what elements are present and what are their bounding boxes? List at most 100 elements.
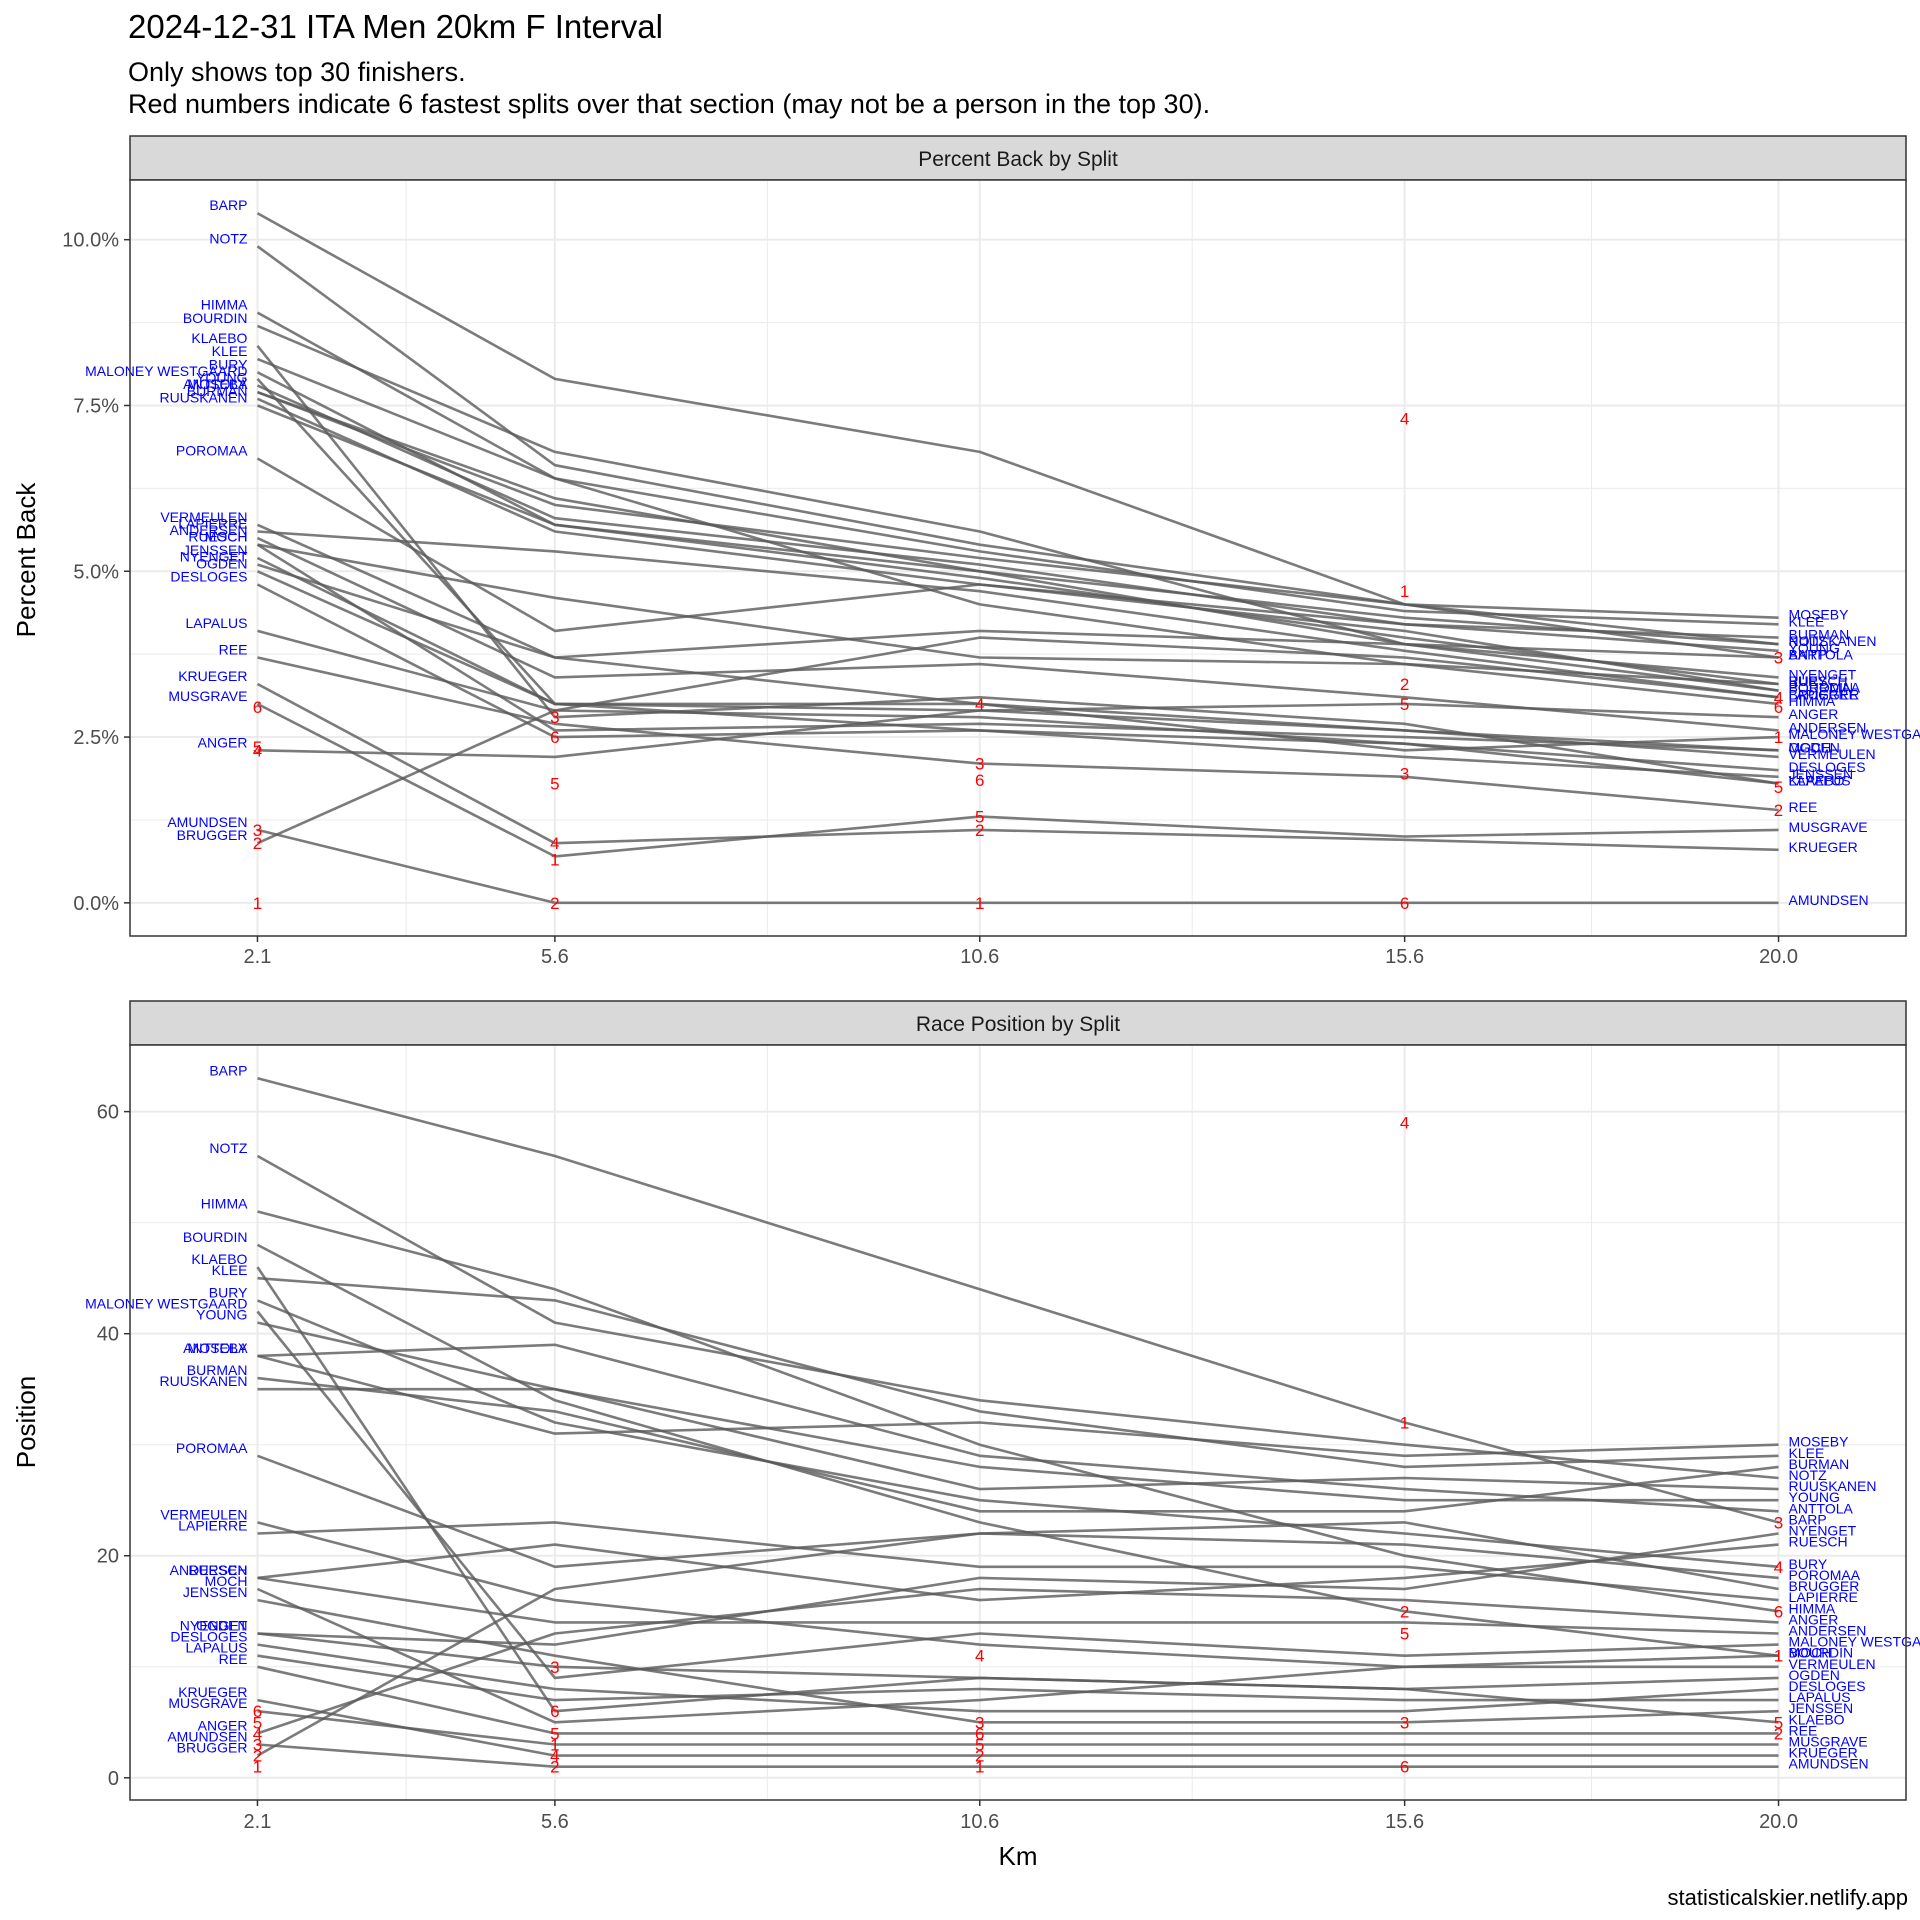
y-tick-label: 40 [97, 1324, 119, 1346]
athlete-end-label: OGDEN [1789, 1667, 1840, 1683]
series-line [256, 543, 1779, 752]
split-rank-label: 6 [1774, 698, 1783, 717]
series-line [257, 1587, 1779, 1735]
split-rank-label: 1 [550, 851, 559, 870]
athlete-start-label: KRUEGER [178, 1684, 247, 1700]
athlete-end-label: LAPALUS [1789, 772, 1851, 788]
athlete-start-label: BARP [209, 1062, 247, 1078]
athlete-end-label: VERMEULEN [1789, 1656, 1876, 1672]
split-rank-label: 4 [550, 834, 559, 853]
series-line [257, 1521, 1779, 1669]
athlete-start-label: LAPALUS [185, 615, 247, 631]
series-line [256, 457, 1779, 692]
athlete-start-label: RUESCH [188, 529, 247, 545]
athlete-start-label: KRUEGER [178, 668, 247, 684]
panel-border [129, 1044, 1907, 1801]
athlete-end-label: KLAEBO [1789, 772, 1845, 788]
panel-percent-back: Percent Back by SplitBARPBARPNOTZNOTZHIM… [11, 135, 1920, 968]
athlete-end-label: YOUNG [1789, 1489, 1840, 1505]
athlete-start-label: HIMMA [201, 297, 248, 313]
x-tick-label: 20.0 [1759, 1811, 1798, 1833]
athlete-start-label: POROMAA [176, 443, 248, 459]
athlete-end-label: OGDEN [1789, 739, 1840, 755]
split-rank-label: 3 [253, 1735, 262, 1754]
split-rank-label: 2 [550, 1758, 559, 1777]
facet-strip [129, 135, 1907, 181]
split-rank-label: 6 [1400, 894, 1409, 913]
athlete-end-label: AMUNDSEN [1789, 1756, 1869, 1772]
split-rank-label: 2 [1400, 675, 1409, 694]
athlete-start-label: YOUNG [196, 370, 247, 386]
split-rank-label: 6 [550, 728, 559, 747]
chart-subtitle-line-1: Only shows top 30 finishers. [128, 57, 466, 87]
chart-subtitle-line-2: Red numbers indicate 6 fastest splits ov… [128, 89, 1211, 119]
athlete-end-label: BURMAN [1789, 1456, 1850, 1472]
y-tick-label: 60 [97, 1102, 119, 1124]
athlete-start-label: REE [219, 1651, 248, 1667]
series-line [257, 1276, 1779, 1469]
athlete-start-label: NYENGET [180, 1617, 248, 1633]
athlete-start-label: MOSEBY [188, 376, 249, 392]
series-line [257, 1643, 1779, 1713]
split-rank-label: 1 [1400, 582, 1409, 601]
split-rank-label: 6 [253, 1702, 262, 1721]
facet-strip-title: Race Position by Split [916, 1013, 1120, 1036]
athlete-end-label: ANGER [1789, 706, 1839, 722]
series-line [256, 212, 1779, 659]
series-line [257, 530, 1779, 699]
split-rank-label: 5 [550, 1724, 559, 1743]
x-tick-label: 15.6 [1385, 1811, 1424, 1833]
split-rank-label: 5 [1774, 1713, 1783, 1732]
x-axis-title: Km [999, 1841, 1038, 1871]
athlete-start-label: ANTTOLA [183, 1340, 248, 1356]
athlete-end-label: JENSSEN [1789, 766, 1854, 782]
split-rank-label: 2 [975, 821, 984, 840]
athlete-start-label: OGDEN [196, 1617, 247, 1633]
y-tick-label: 5.0% [73, 561, 119, 583]
athlete-end-label: MUSGRAVE [1789, 1733, 1868, 1749]
athlete-end-label: MOSEBY [1789, 1434, 1850, 1450]
split-rank-label: 4 [1400, 1114, 1409, 1133]
athlete-start-label: REE [219, 641, 248, 657]
split-rank-label: 3 [1400, 1713, 1409, 1732]
series-line [256, 636, 1779, 845]
x-tick-label: 5.6 [541, 1811, 569, 1833]
series-line [257, 1387, 1779, 1491]
athlete-end-label: NYENGET [1789, 1523, 1857, 1539]
split-rank-label: 4 [975, 695, 984, 714]
athlete-start-label: NYENGET [180, 549, 248, 565]
plot-background [130, 1045, 1906, 1800]
athlete-end-label: LAPIERRE [1789, 686, 1858, 702]
athlete-start-label: ANGER [198, 1717, 248, 1733]
series-line [257, 1354, 1779, 1458]
athlete-start-label: OGDEN [196, 555, 247, 571]
split-rank-label: 2 [1774, 1724, 1783, 1743]
split-rank-label: 3 [975, 755, 984, 774]
facet-strip-title: Percent Back by Split [918, 148, 1118, 171]
series-line [257, 629, 1779, 785]
split-rank-label: 1 [975, 1758, 984, 1777]
athlete-start-label: DESLOGES [170, 1629, 247, 1645]
athlete-start-label: VERMEULEN [160, 509, 247, 525]
x-tick-label: 2.1 [244, 1811, 272, 1833]
split-rank-label: 2 [1774, 801, 1783, 820]
athlete-end-label: BURY [1789, 673, 1828, 689]
athlete-start-label: BOURDIN [183, 1229, 248, 1245]
athlete-end-label: MUSGRAVE [1789, 819, 1868, 835]
split-rank-label: 1 [550, 1735, 559, 1754]
athlete-end-label: LAPIERRE [1789, 1589, 1858, 1605]
athlete-start-label: JENSSEN [183, 1584, 248, 1600]
x-tick-label: 2.1 [244, 946, 272, 968]
y-tick-label: 2.5% [73, 727, 119, 749]
athlete-start-label: LAPIERRE [178, 515, 247, 531]
series-line [256, 245, 1779, 646]
split-rank-label: 1 [1774, 1647, 1783, 1666]
facet-strip [129, 1000, 1907, 1046]
series-line [257, 1665, 1779, 1735]
athlete-end-label: BURY [1789, 1556, 1828, 1572]
athlete-end-label: ANDERSEN [1789, 719, 1867, 735]
split-rank-label: 6 [253, 698, 262, 717]
athlete-start-label: ANDERSEN [170, 1562, 248, 1578]
series-line [257, 656, 1779, 812]
split-rank-label: 3 [550, 708, 559, 727]
